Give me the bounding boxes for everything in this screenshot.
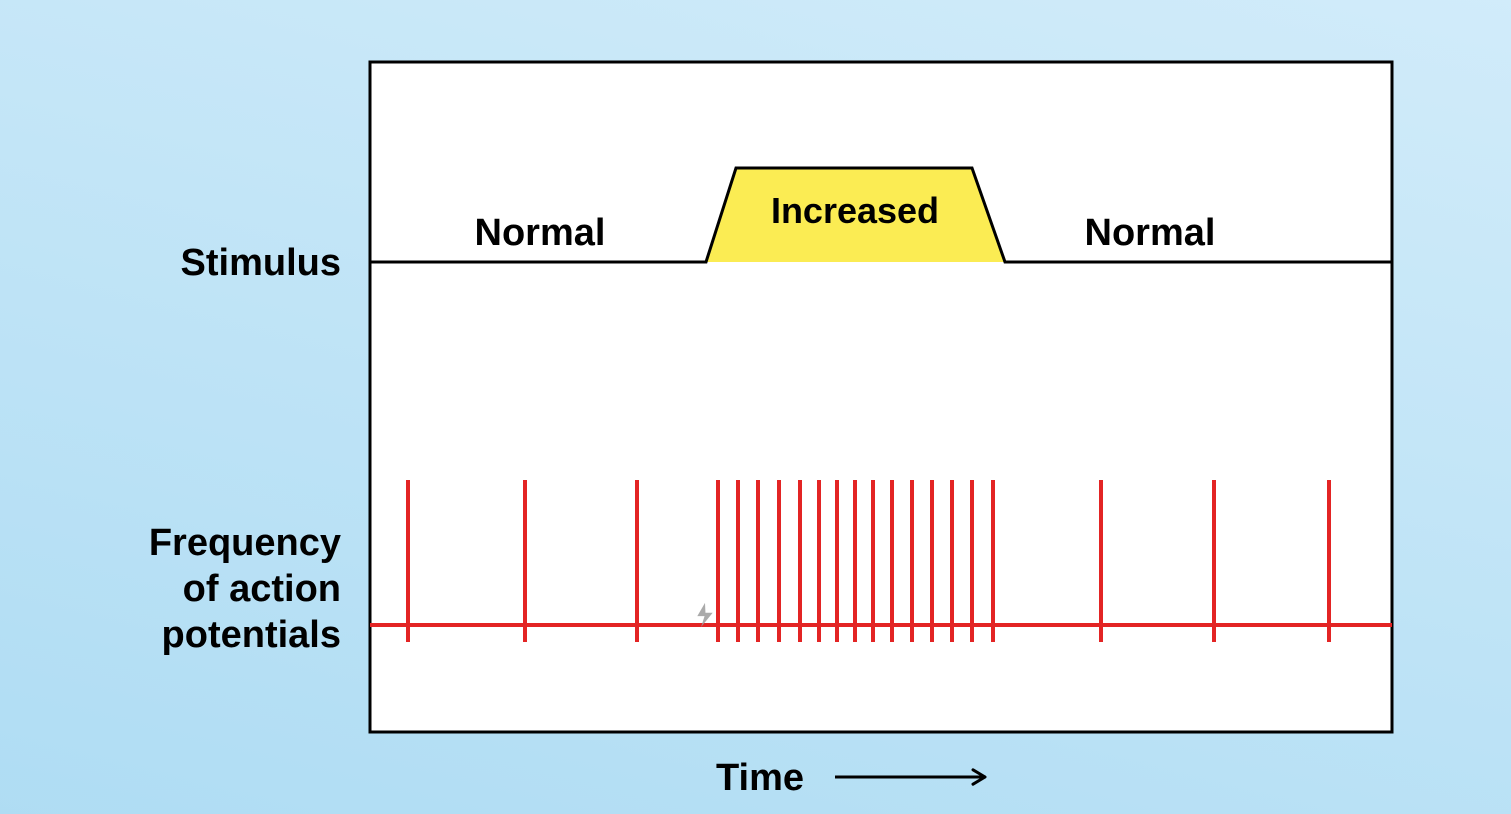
label-normal-left: Normal (475, 212, 606, 254)
label-frequency-line: of action (183, 568, 341, 610)
label-increased: Increased (771, 190, 939, 231)
label-frequency-line: Frequency (149, 522, 341, 564)
label-stimulus: Stimulus (181, 242, 341, 284)
label-time: Time (716, 757, 804, 799)
label-frequency-line: potentials (162, 614, 341, 656)
label-normal-right: Normal (1085, 212, 1216, 254)
